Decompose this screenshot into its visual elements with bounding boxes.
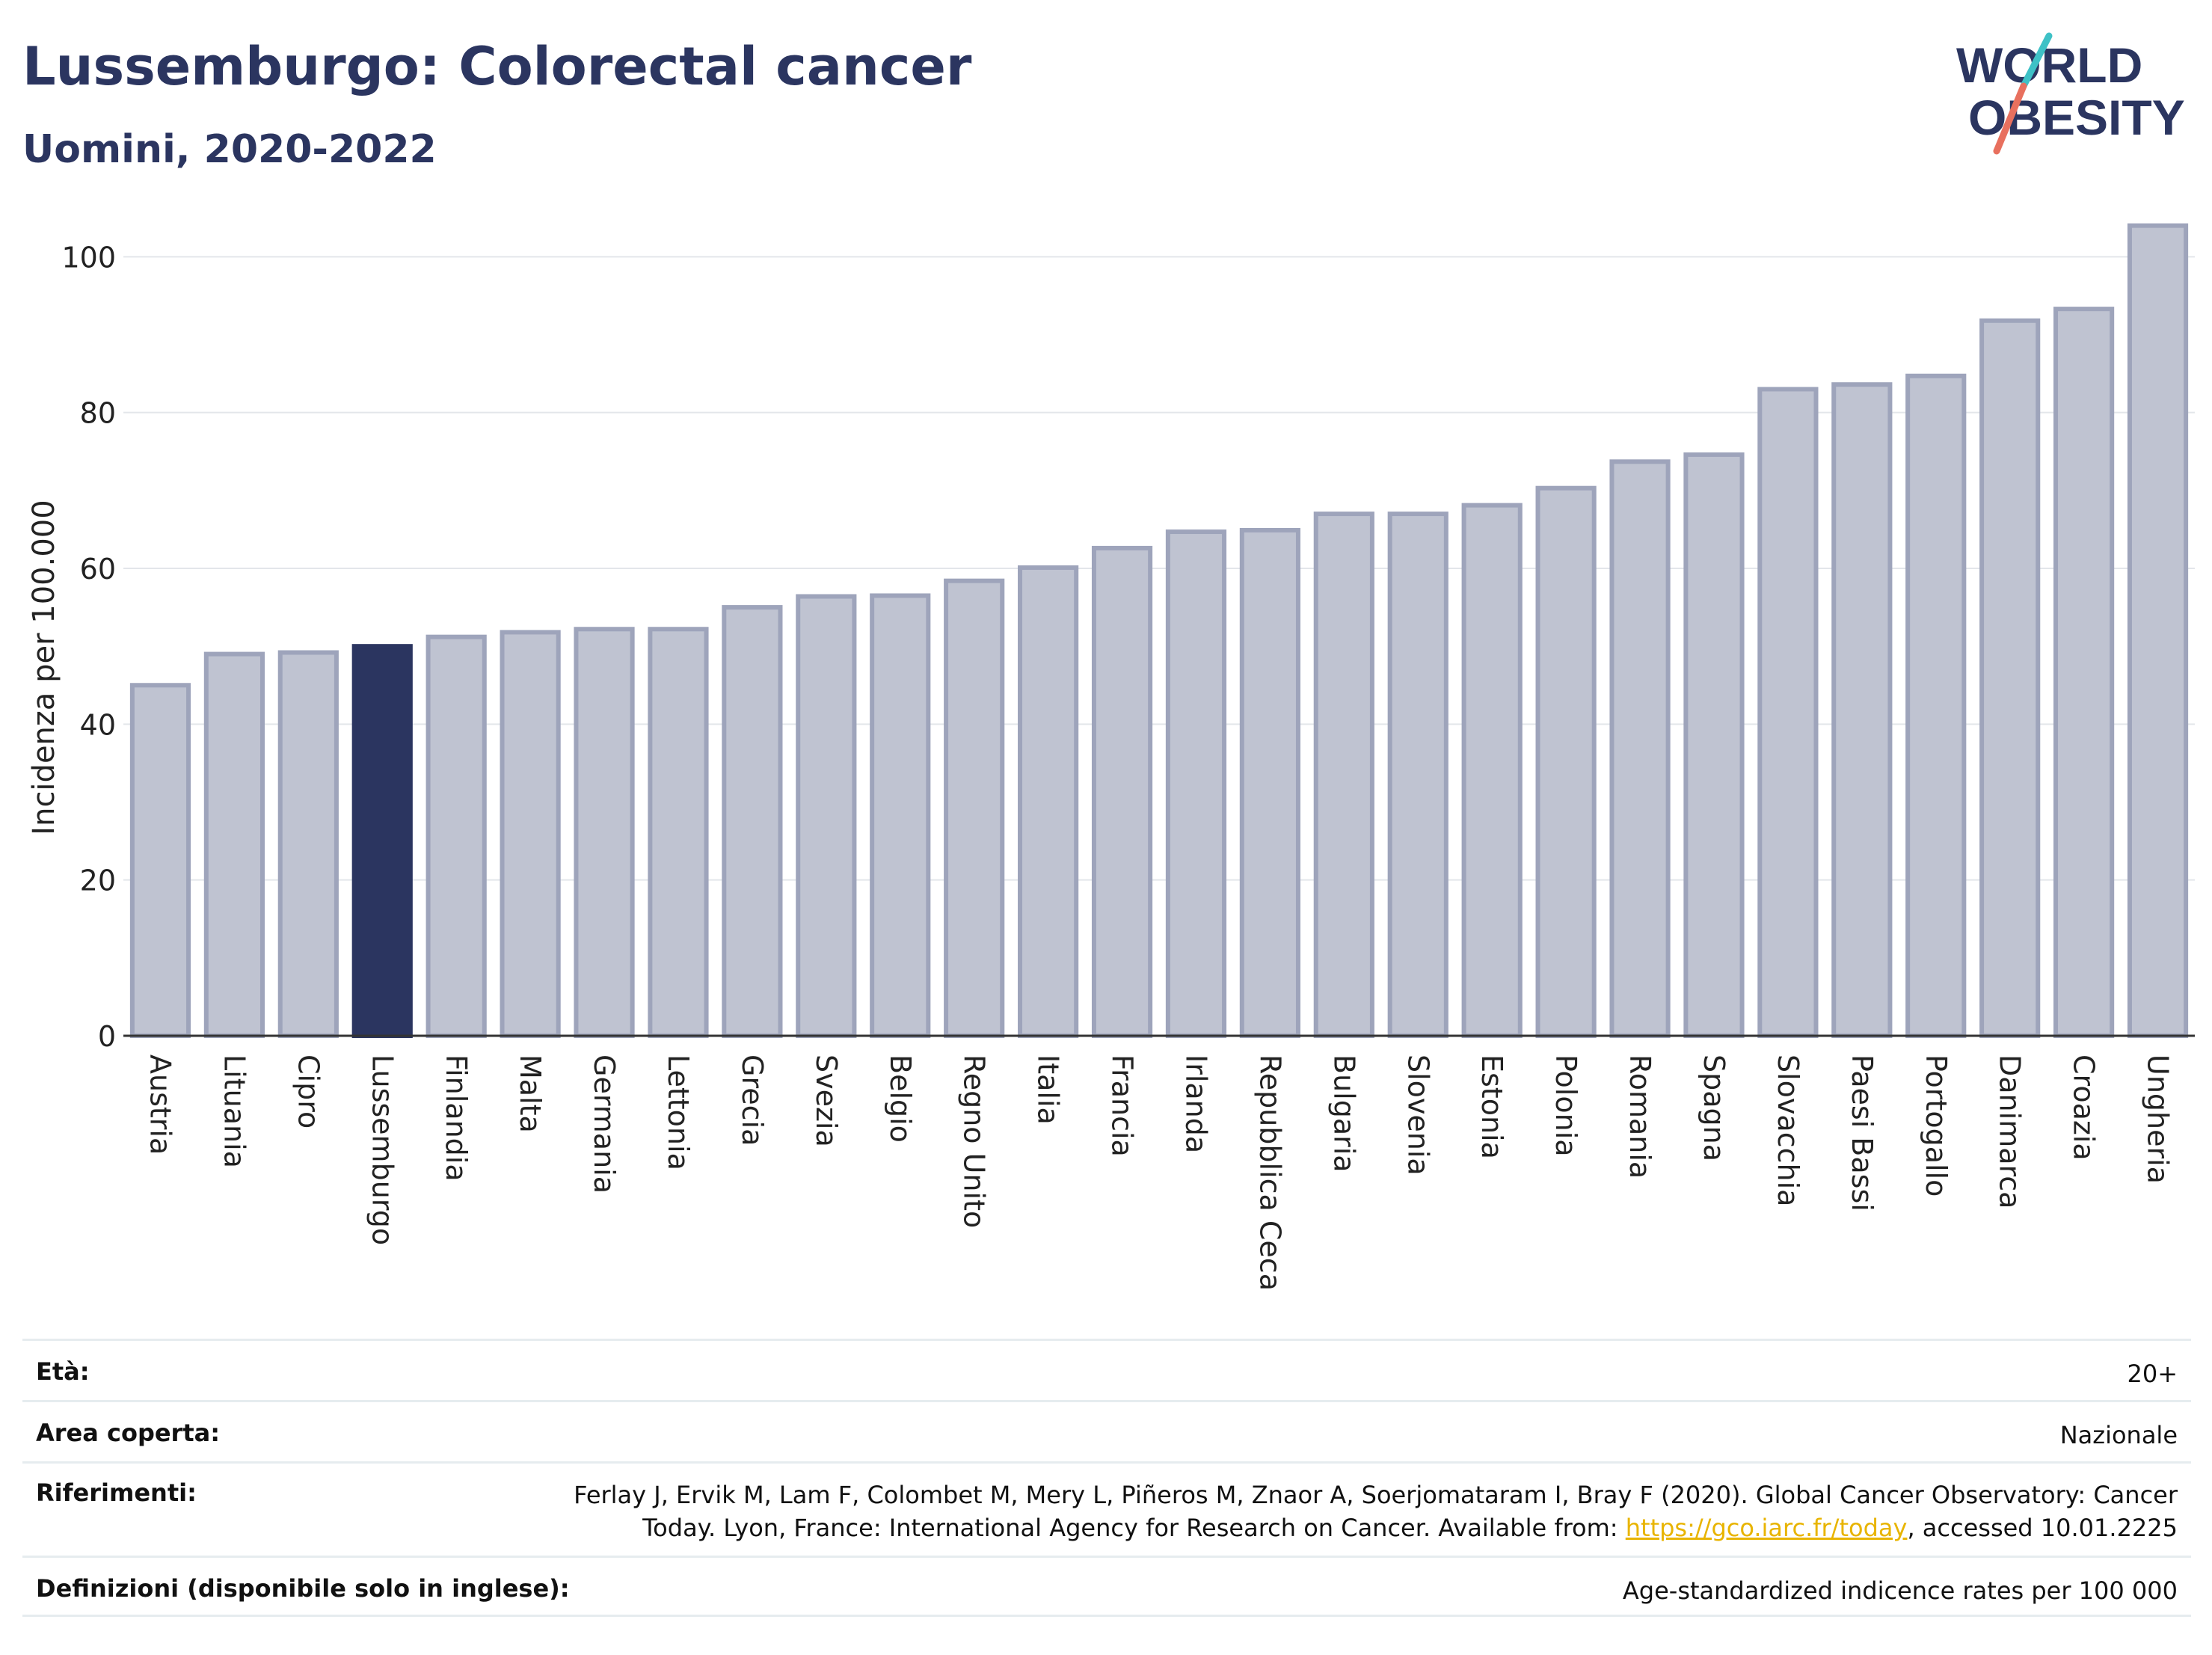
x-label-lettonia: Lettonia [662,1054,695,1170]
bar-slovacchia [1757,387,1819,1038]
bar-lettonia [648,627,709,1038]
bar-finlandia [425,634,487,1038]
bar-romania [1609,459,1671,1038]
x-label-malta: Malta [514,1054,547,1133]
logo-slash-coral [1993,82,2027,155]
y-tick-label: 80 [80,397,116,430]
meta-riferimenti-link[interactable]: https://gco.iarc.fr/today [1625,1514,1908,1542]
meta-row-eta: Età: 20+ [22,1339,2191,1400]
bar-polonia [1535,485,1597,1038]
x-label-paesi-bassi: Paesi Bassi [1846,1054,1878,1212]
y-axis-label: Incidenza per 100.000 [27,500,61,835]
x-label-lituania: Lituania [218,1054,251,1168]
bar-cipro [277,650,339,1038]
x-label-polonia: Polonia [1549,1054,1582,1157]
bar-lussemburgo [351,644,413,1038]
x-label-belgio: Belgio [884,1054,917,1143]
bar-croazia [2053,307,2115,1038]
x-label-spagna: Spagna [1698,1054,1730,1161]
bar-slovenia [1387,512,1448,1038]
metadata-table: Età: 20+ Area coperta: Nazionale Riferim… [22,1339,2191,1617]
bar-paesi-bassi [1831,382,1893,1038]
y-tick-label: 0 [98,1020,116,1053]
x-label-italia: Italia [1032,1054,1065,1125]
x-label-francia: Francia [1106,1054,1139,1157]
meta-row-area: Area coperta: Nazionale [22,1400,2191,1461]
world-obesity-logo: WORLD OBESITY [1956,32,2185,155]
bar-italia [1018,565,1079,1038]
bar-germania [574,627,635,1038]
x-label-repubblica-ceca: Repubblica Ceca [1253,1054,1286,1291]
x-label-austria: Austria [144,1054,176,1155]
bar-lituania [203,651,265,1038]
bar-francia [1091,545,1153,1038]
meta-definizioni-value: Age-standardized indicence rates per 100… [1622,1576,2178,1605]
bar-austria [129,683,191,1038]
y-tick-label: 40 [80,708,116,741]
x-label-ungheria: Ungheria [2142,1054,2175,1184]
bar-belgio [870,593,931,1038]
meta-riferimenti-line2-post: , accessed 10.01.2225 [1907,1514,2178,1542]
meta-area-value: Nazionale [2059,1421,2178,1449]
logo-slash-teal [2020,32,2053,90]
logo-word-world: WORLD [1956,37,2142,93]
chart-title: Lussemburgo: Colorectal cancer [22,36,972,97]
bar-regno-unito [944,578,1005,1038]
x-label-romania: Romania [1623,1054,1656,1179]
x-category-labels: Austria Lituania Cipro Lussemburgo Finlandia… [144,1054,2174,1291]
x-label-estonia: Estonia [1475,1054,1508,1159]
x-label-croazia: Croazia [2068,1054,2101,1161]
y-tick-label: 60 [80,553,116,586]
bar-chart: 0 20 40 60 80 100 Austria Lituania Cipro Lussemb… [27,223,2195,1291]
bars [129,223,2189,1039]
y-tick-labels: 0 20 40 60 80 100 [61,241,116,1053]
bar-bulgaria [1313,512,1374,1038]
bar-svezia [796,594,857,1038]
meta-row-definizioni: Definizioni (disponibile solo in inglese… [22,1556,2191,1617]
meta-definizioni-label: Definizioni (disponibile solo in inglese… [36,1574,570,1603]
x-label-bulgaria: Bulgaria [1327,1054,1360,1173]
meta-riferimenti-line1: Ferlay J, Ervik M, Lam F, Colombet M, Me… [574,1481,2178,1509]
x-label-germania: Germania [588,1054,621,1194]
meta-eta-label: Età: [36,1357,90,1386]
y-tick-label: 100 [61,241,116,274]
bar-danimarca [1979,318,2041,1038]
bar-ungheria [2127,223,2189,1039]
bar-portogallo [1905,373,1967,1039]
bar-irlanda [1165,529,1227,1038]
chart-subtitle: Uomini, 2020-2022 [22,127,437,172]
meta-area-label: Area coperta: [36,1419,221,1447]
meta-eta-value: 20+ [2127,1360,2178,1388]
meta-riferimenti-line2-pre: Today. Lyon, France: International Agenc… [642,1514,1626,1542]
bar-grecia [722,605,783,1038]
x-label-slovacchia: Slovacchia [1772,1054,1804,1206]
x-label-finlandia: Finlandia [440,1054,473,1182]
bar-malta [500,630,561,1038]
x-label-slovenia: Slovenia [1401,1054,1434,1176]
bar-estonia [1461,503,1523,1038]
meta-row-riferimenti: Riferimenti: Ferlay J, Ervik M, Lam F, C… [22,1461,2191,1556]
x-label-portogallo: Portogallo [1920,1054,1953,1197]
x-label-danimarca: Danimarca [1994,1054,2027,1209]
meta-riferimenti-value: Ferlay J, Ervik M, Lam F, Colombet M, Me… [574,1479,2178,1544]
x-label-irlanda: Irlanda [1179,1054,1212,1153]
x-label-lussemburgo: Lussemburgo [366,1054,399,1245]
x-label-regno-unito: Regno Unito [958,1054,991,1228]
bar-repubblica-ceca [1239,527,1300,1038]
x-label-svezia: Svezia [810,1054,843,1147]
x-label-grecia: Grecia [736,1054,769,1146]
x-label-cipro: Cipro [292,1054,325,1129]
bar-spagna [1683,452,1745,1038]
meta-riferimenti-label: Riferimenti: [36,1479,197,1507]
y-tick-label: 20 [80,865,116,897]
